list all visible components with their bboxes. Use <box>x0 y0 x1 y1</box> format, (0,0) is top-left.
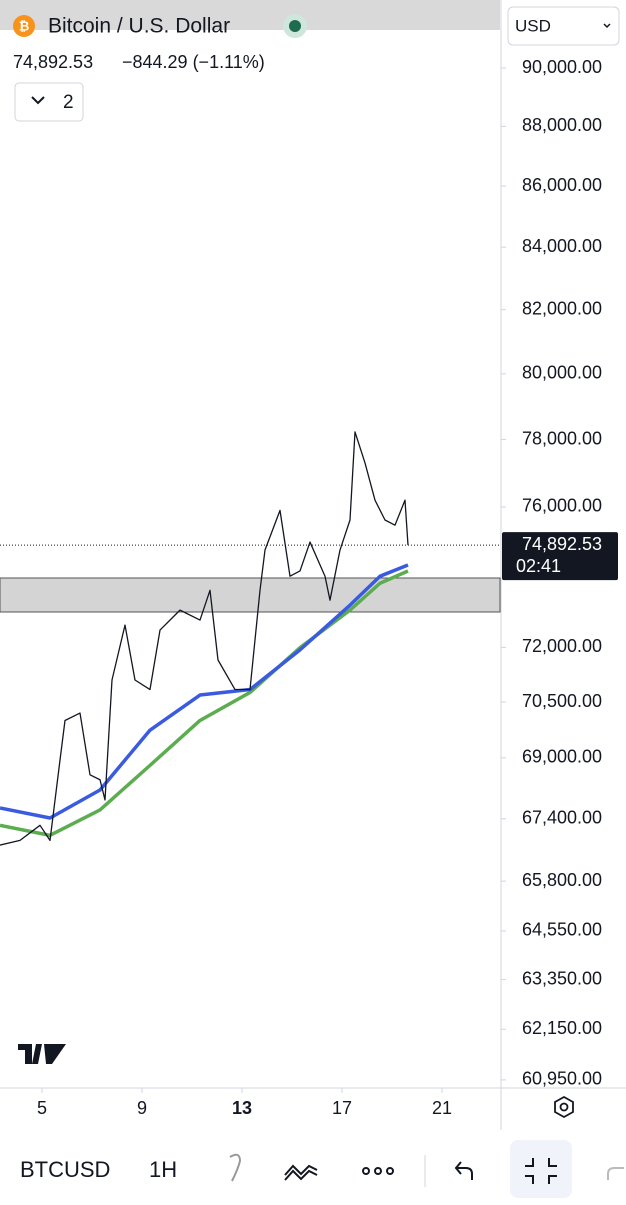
header-band <box>0 0 500 30</box>
zone-highlight <box>0 577 501 613</box>
bar-countdown: 02:41 <box>516 556 561 576</box>
more-dot[interactable] <box>362 1167 370 1175</box>
moving-average <box>0 569 409 838</box>
exit-fullscreen-icon <box>525 1158 557 1184</box>
chevron <box>603 23 611 29</box>
y-tick-label: 78,000.00 <box>522 428 602 448</box>
btc-icon-glyph: ₿ <box>19 18 30 33</box>
price-change: −844.29 (−1.11%) <box>122 52 265 72</box>
currency: USD <box>515 16 551 35</box>
market-status-dot <box>289 20 301 32</box>
y-tick-label: 60,950.00 <box>522 1069 602 1089</box>
y-tick-label: 72,000.00 <box>522 636 602 656</box>
y-tick-label: 82,000.00 <box>522 298 602 318</box>
drawing-icon[interactable] <box>229 1153 242 1182</box>
chevron <box>31 96 45 105</box>
x-tick-label: 9 <box>137 1098 147 1118</box>
price-line <box>0 431 409 846</box>
y-tick-label: 62,150.00 <box>522 1018 602 1038</box>
settings-icon[interactable] <box>554 1095 574 1119</box>
more-dot <box>374 1167 382 1175</box>
symbol-name[interactable]: Bitcoin / U.S. Dollar <box>48 15 230 38</box>
y-tick-label: 80,000.00 <box>522 363 602 383</box>
tv-logo <box>18 1044 66 1064</box>
y-tick-label: 63,350.00 <box>522 968 602 988</box>
undo-icon[interactable] <box>454 1161 473 1180</box>
last-price-label-box <box>502 532 618 581</box>
y-tick-label: 90,000.00 <box>522 57 602 77</box>
redo-icon[interactable] <box>607 1167 624 1180</box>
last-price: 74,892.53 <box>13 52 93 72</box>
y-tick-label: 86,000.00 <box>522 175 602 195</box>
toolbar-interval[interactable]: 1H <box>149 1157 177 1182</box>
y-tick-label: 70,500.00 <box>522 691 602 711</box>
y-tick-label: 65,800.00 <box>522 870 602 890</box>
fullscreen-button[interactable] <box>510 1140 572 1198</box>
y-tick-label: 88,000.00 <box>522 115 602 135</box>
x-tick-label: 5 <box>37 1098 47 1118</box>
y-tick-label: 67,400.00 <box>522 807 602 827</box>
y-tick-label: 69,000.00 <box>522 747 602 767</box>
plot: 60,950.00 62,150.00 63,350.00 64,550.00 65,8… <box>0 57 602 1118</box>
y-tick-label: 84,000.00 <box>522 236 602 256</box>
btc-icon <box>13 15 35 37</box>
indicator-icon[interactable] <box>284 1164 318 1181</box>
moving-average <box>0 563 409 820</box>
more-dot <box>386 1167 394 1175</box>
indicators-toggle[interactable] <box>14 82 84 122</box>
last-price-label: 74,892.53 <box>522 534 602 554</box>
y-tick-label: 76,000.00 <box>522 496 602 516</box>
x-tick-label: 17 <box>332 1098 352 1118</box>
currency-select[interactable] <box>507 6 620 46</box>
x-tick-label: 13 <box>232 1098 252 1118</box>
toolbar-symbol[interactable]: BTCUSD <box>20 1157 110 1182</box>
settings-icon-center <box>559 1102 569 1112</box>
y-tick-label: 64,550.00 <box>522 920 602 940</box>
indicators-count: 2 <box>63 92 74 113</box>
x-tick-label: 21 <box>432 1098 452 1118</box>
